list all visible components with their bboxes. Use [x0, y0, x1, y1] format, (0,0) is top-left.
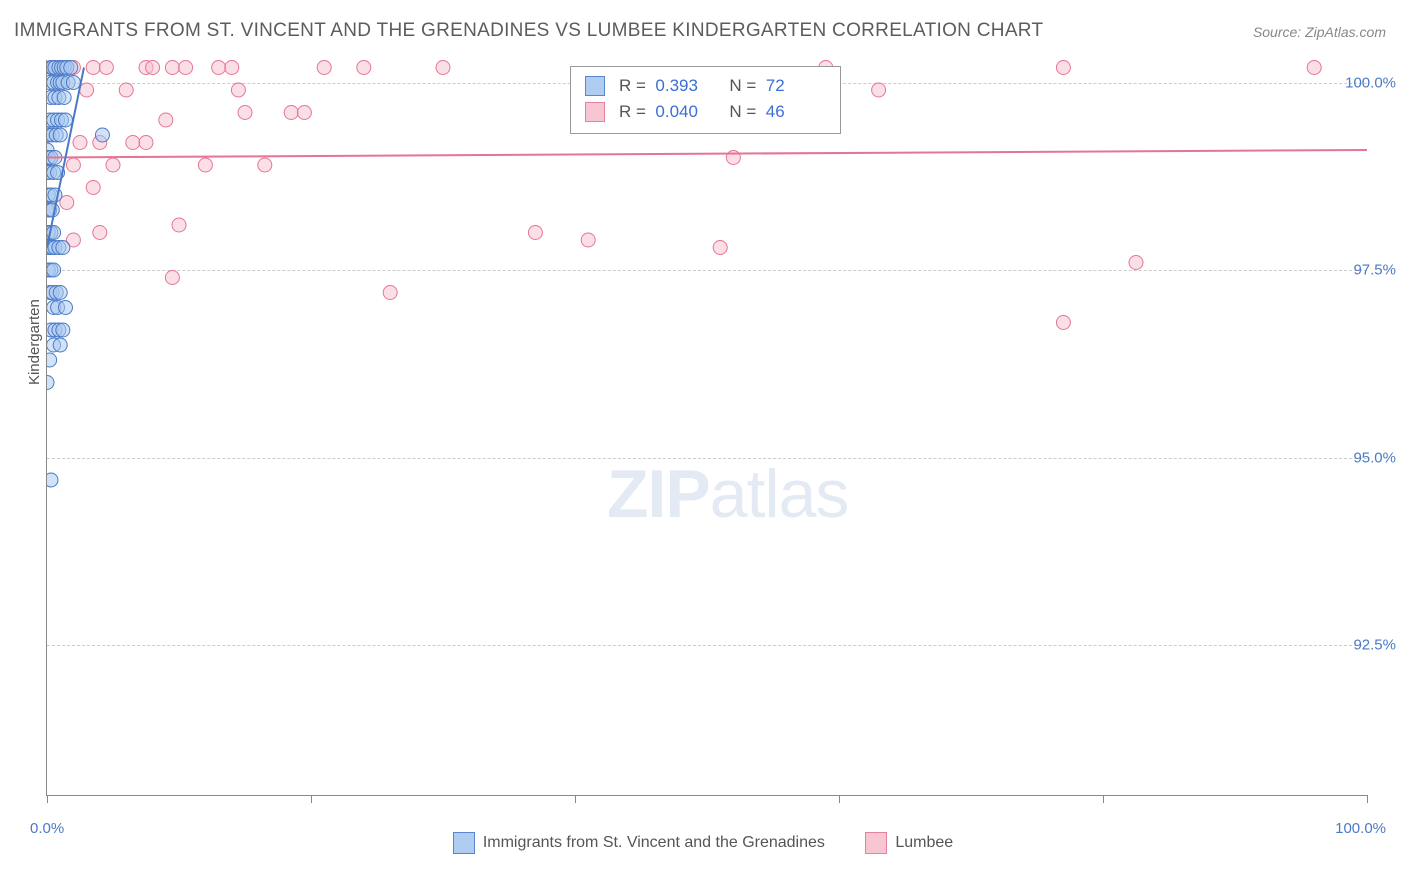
swatch-series2 [865, 832, 887, 854]
plot-area: ZIPatlas [46, 60, 1367, 796]
series-legend: Immigrants from St. Vincent and the Gren… [0, 832, 1406, 859]
stats-row-series1: R = 0.393 N = 72 [585, 73, 826, 99]
n-value-series1: 72 [766, 73, 826, 99]
y-tick-label: 100.0% [1345, 74, 1396, 91]
stats-legend: R = 0.393 N = 72 R = 0.040 N = 46 [570, 66, 841, 134]
swatch-series1 [453, 832, 475, 854]
r-label: R = [619, 102, 646, 121]
y-tick-label: 95.0% [1353, 449, 1396, 466]
source-attribution: Source: ZipAtlas.com [1253, 24, 1386, 40]
y-tick-label: 97.5% [1353, 262, 1396, 279]
chart-title: IMMIGRANTS FROM ST. VINCENT AND THE GREN… [14, 20, 1043, 42]
n-value-series2: 46 [766, 99, 826, 125]
n-label: N = [729, 76, 756, 95]
legend-item-series2: Lumbee [865, 832, 953, 854]
r-value-series1: 0.393 [655, 73, 715, 99]
r-value-series2: 0.040 [655, 99, 715, 125]
swatch-series2 [585, 102, 605, 122]
y-tick-label: 92.5% [1353, 637, 1396, 654]
scatter-svg [47, 60, 1367, 795]
stats-row-series2: R = 0.040 N = 46 [585, 99, 826, 125]
n-label: N = [729, 102, 756, 121]
r-label: R = [619, 76, 646, 95]
legend-item-series1: Immigrants from St. Vincent and the Gren… [453, 832, 825, 854]
legend-label-series2: Lumbee [895, 834, 953, 852]
legend-label-series1: Immigrants from St. Vincent and the Gren… [483, 834, 825, 852]
y-axis-label: Kindergarten [26, 299, 43, 385]
swatch-series1 [585, 76, 605, 96]
